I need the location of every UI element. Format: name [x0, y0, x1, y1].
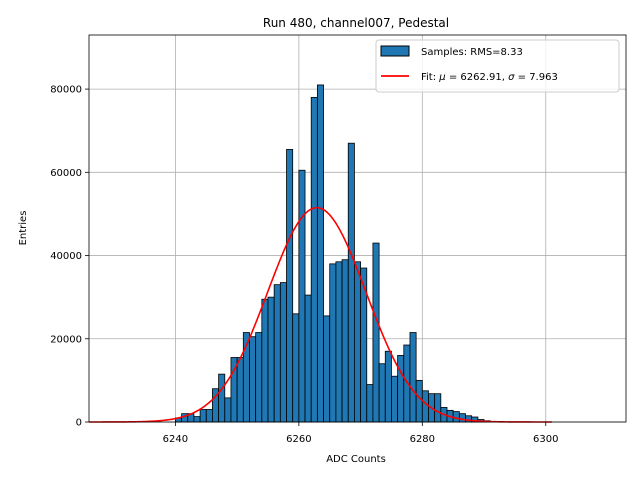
histogram-bar	[341, 259, 349, 423]
x-axis-label: ADC Counts	[326, 454, 386, 465]
x-tick-label: 6240	[163, 434, 188, 445]
histogram-bar	[354, 261, 361, 423]
histogram-bar	[384, 350, 392, 423]
legend-label-histogram: Samples: RMS=8.33	[421, 47, 523, 58]
histogram-bar	[224, 397, 232, 423]
chart-title: Run 480, channel007, Pedestal	[263, 16, 449, 30]
histogram-bar	[329, 263, 337, 423]
histogram-bar	[397, 355, 405, 423]
histogram-bar	[458, 413, 466, 423]
legend-fit-mu-symbol: μ	[438, 72, 445, 83]
histogram-bar	[267, 296, 275, 423]
y-tick-label: 0	[76, 418, 82, 429]
histogram-bar	[273, 284, 281, 423]
histogram-bar	[286, 149, 294, 423]
x-tick-label: 6260	[286, 434, 311, 445]
y-axis-label: Entries	[18, 211, 29, 246]
histogram-bar	[193, 416, 201, 423]
x-tick-label: 6280	[410, 434, 435, 445]
histogram-bar	[452, 411, 460, 423]
y-tick-label: 20000	[50, 334, 82, 345]
y-axis-ticks: 0 20000 40000 60000 80000	[50, 85, 89, 429]
histogram-bar	[421, 390, 429, 423]
legend-fit-prefix: Fit:	[421, 72, 439, 83]
histogram-bar	[298, 169, 306, 423]
histogram-bar	[304, 294, 312, 423]
histogram-bar	[372, 242, 380, 423]
y-tick-label: 80000	[50, 85, 82, 96]
legend-fit-sigma-symbol: σ	[508, 72, 515, 83]
histogram-bar	[218, 373, 226, 423]
histogram-bar	[391, 375, 399, 423]
legend-fit-sigma-value: = 7.963	[514, 72, 557, 83]
gaussian-fit-curve	[88, 206, 552, 423]
legend-box	[375, 39, 620, 93]
plot-frame	[88, 34, 627, 423]
histogram-bar	[378, 363, 386, 423]
histogram-bar	[434, 393, 442, 423]
histogram-bar	[205, 409, 213, 423]
histogram-bar	[279, 282, 287, 423]
histogram-bar	[335, 261, 343, 423]
histogram-bar	[409, 332, 417, 423]
legend: Samples: RMS=8.33 Fit: μ = 6262.91, σ = …	[375, 39, 620, 93]
histogram-bar	[249, 336, 257, 423]
histogram-bar	[199, 409, 207, 423]
histogram-bar	[403, 344, 411, 423]
y-tick-label: 60000	[50, 168, 82, 179]
histogram-bar	[292, 313, 300, 423]
histogram-bar	[366, 384, 374, 423]
histogram-bar	[310, 97, 318, 423]
histogram-bar	[255, 332, 263, 423]
legend-fit-mu-value: = 6262.91,	[446, 72, 508, 83]
x-axis-ticks: 6240 6260 6280 6300	[163, 422, 558, 445]
histogram-bar	[316, 84, 324, 423]
x-tick-label: 6300	[533, 434, 558, 445]
legend-label-fit: Fit: μ = 6262.91, σ = 7.963	[421, 72, 558, 83]
histogram-bar	[236, 357, 244, 423]
legend-swatch-histogram	[380, 45, 410, 57]
histogram-bar	[347, 142, 355, 423]
y-tick-label: 40000	[50, 251, 82, 262]
histogram-bar	[261, 298, 269, 423]
histogram-bar	[323, 315, 331, 423]
histogram-bar	[415, 379, 423, 423]
